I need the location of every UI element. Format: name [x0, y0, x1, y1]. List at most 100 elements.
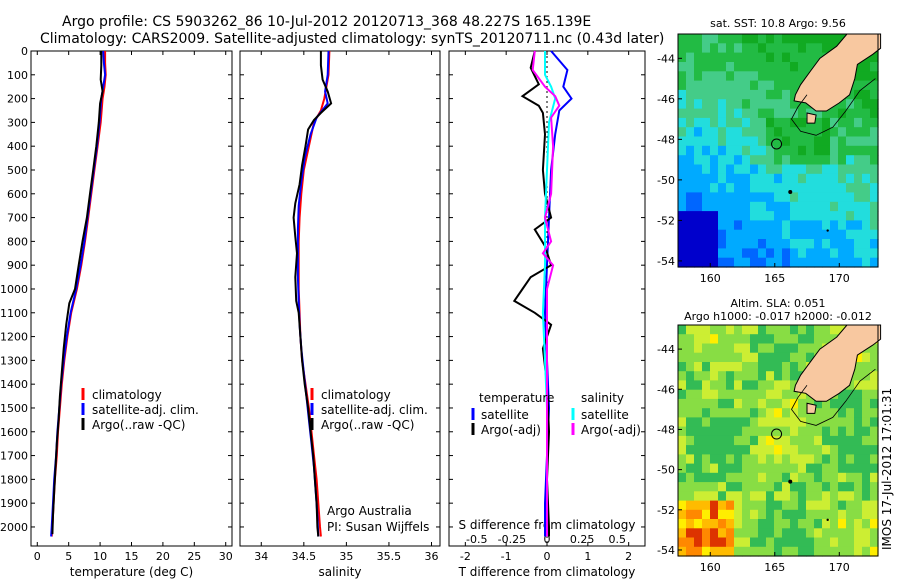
map-cell — [766, 408, 775, 418]
map-cell — [758, 192, 767, 203]
x-tick-label: 30 — [219, 550, 233, 563]
map-cell — [830, 491, 839, 502]
map-cell — [846, 136, 855, 147]
map-cell — [742, 80, 751, 91]
map-cell — [830, 500, 839, 511]
map-cell — [782, 220, 791, 231]
map-cell — [766, 445, 775, 455]
map-cell — [854, 211, 863, 221]
map-cell — [678, 426, 687, 437]
map-cell — [686, 173, 695, 184]
x-tick-label: 2 — [625, 550, 632, 563]
map-cell — [758, 220, 767, 231]
map-cell — [766, 220, 775, 231]
map-cell — [814, 117, 823, 128]
map-cell — [734, 136, 743, 147]
map-cell — [862, 220, 871, 231]
map-cell — [710, 248, 719, 259]
map-cell — [838, 183, 847, 193]
map-cell — [742, 325, 751, 335]
map-cell — [758, 173, 767, 184]
map-cell — [734, 362, 743, 372]
map-cell — [798, 500, 807, 511]
map-cell — [686, 380, 695, 391]
map-cell — [782, 173, 791, 184]
map-cell — [718, 183, 727, 193]
map-cell — [822, 257, 831, 268]
map-cell — [790, 519, 799, 529]
map-cell — [862, 463, 871, 474]
map-cell — [678, 537, 687, 548]
map-cell — [758, 334, 767, 344]
map-cell — [750, 52, 759, 63]
map-cell — [710, 173, 719, 184]
map-cell — [870, 417, 879, 428]
y-tick-label: 1100 — [0, 307, 28, 320]
map-cell — [742, 183, 751, 193]
map-cell — [854, 380, 863, 391]
map-cell — [822, 334, 831, 344]
map-cell — [782, 417, 791, 428]
map-cell — [694, 99, 703, 110]
map-cell — [742, 108, 751, 119]
map-cell — [686, 509, 695, 520]
map-cell — [742, 62, 751, 72]
map-cell — [814, 463, 823, 474]
map-cell — [758, 80, 767, 91]
map-cell — [686, 389, 695, 400]
map-cell — [822, 519, 831, 529]
map-cell — [854, 528, 863, 539]
map-cell — [790, 183, 799, 193]
map-cell — [718, 343, 727, 354]
map-cell — [734, 408, 743, 418]
map-cell — [822, 211, 831, 221]
map-cell — [766, 71, 775, 82]
map-cell — [766, 398, 775, 409]
map-cell — [750, 127, 759, 138]
map-cell — [694, 155, 703, 166]
map-cell — [862, 257, 871, 268]
map-cell — [798, 145, 807, 156]
map-cell — [750, 482, 759, 492]
map-cell — [790, 89, 799, 100]
map-cell — [806, 183, 815, 193]
map-cell — [742, 192, 751, 203]
map-cell — [814, 546, 823, 557]
map-cell — [702, 334, 711, 344]
sla-map-panel: -44 -46 -48 -50 -52 -54 160 165 170 Altim. SLA: 0… — [657, 297, 882, 574]
map-cell — [766, 528, 775, 539]
map-cell — [710, 239, 719, 249]
map-cell — [702, 62, 711, 72]
map-cell — [782, 500, 791, 511]
map-cell — [870, 239, 879, 249]
map-cell — [702, 71, 711, 82]
map-cell — [814, 248, 823, 259]
map-cell — [814, 417, 823, 428]
map-cell — [710, 371, 719, 381]
map-cell — [734, 43, 743, 54]
map-cell — [838, 155, 847, 166]
y-tick-label: 400 — [7, 140, 28, 153]
map-cell — [726, 34, 735, 44]
map-cell — [838, 546, 847, 557]
map-cell — [790, 537, 799, 548]
map-cell — [846, 509, 855, 520]
map-cell — [766, 145, 775, 156]
map-cell — [806, 528, 815, 539]
map-cell — [766, 482, 775, 492]
map-cell — [726, 398, 735, 409]
map-cell — [790, 426, 799, 437]
map-cell — [870, 352, 879, 363]
map-cell — [766, 257, 775, 268]
map-cell — [686, 445, 695, 455]
map-cell — [814, 509, 823, 520]
map-cell — [798, 426, 807, 437]
map-cell — [686, 343, 695, 354]
map-cell — [694, 229, 703, 240]
map-cell — [822, 528, 831, 539]
map-cell — [726, 509, 735, 520]
map-cell — [726, 435, 735, 446]
island-land — [806, 112, 817, 124]
map-cell — [854, 229, 863, 240]
map-cell — [718, 325, 727, 335]
